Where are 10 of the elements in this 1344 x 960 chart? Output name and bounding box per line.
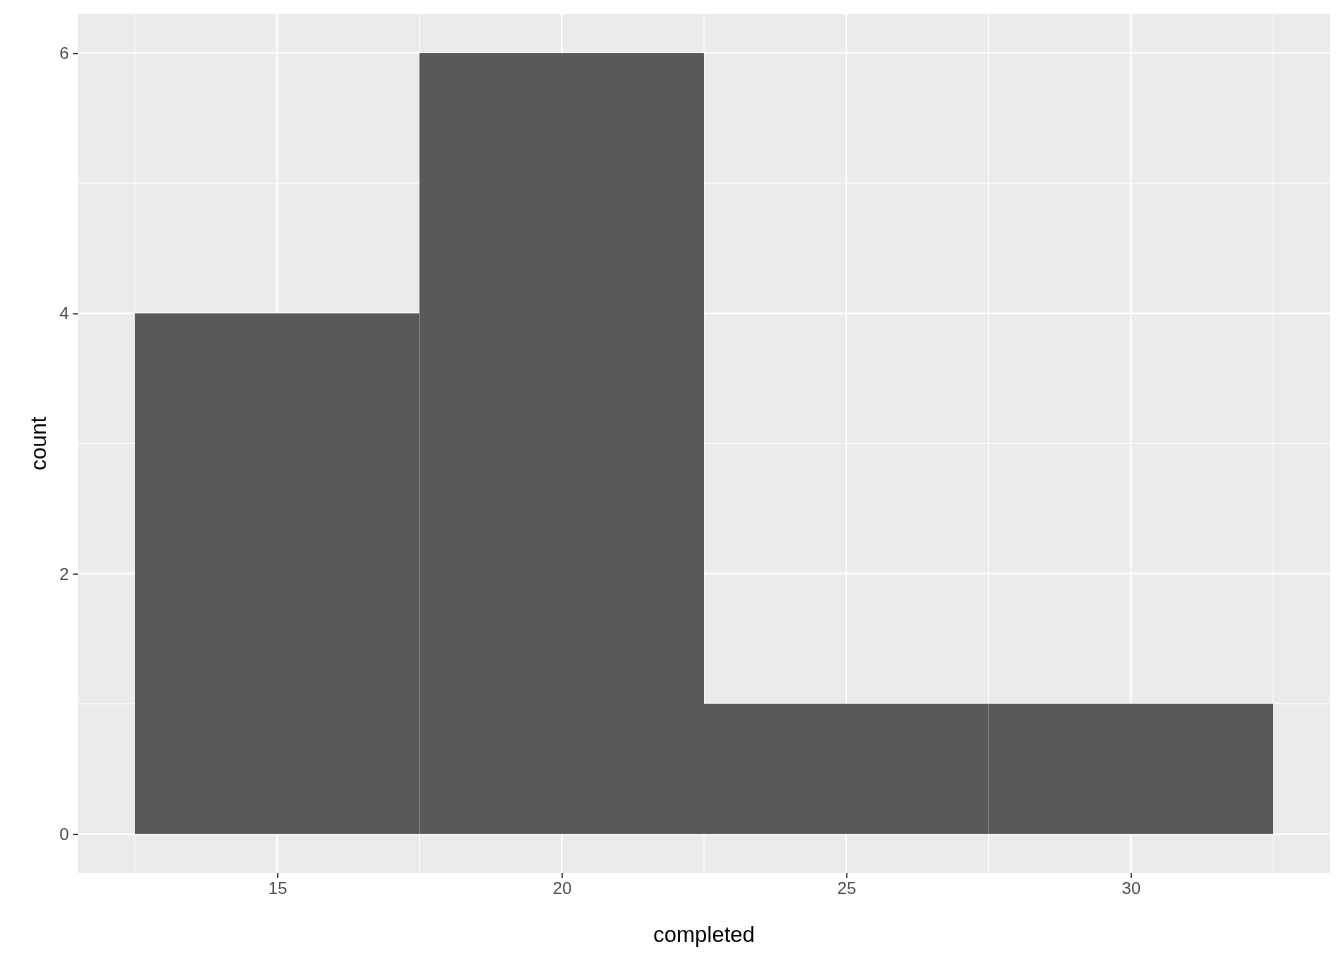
x-tick-label: 25	[837, 879, 857, 899]
x-tick-label: 20	[552, 879, 572, 899]
x-tick-label: 15	[268, 879, 288, 899]
x-axis-title: completed	[653, 922, 755, 947]
y-axis-title: count	[26, 416, 51, 471]
y-tick-label: 6	[59, 43, 69, 63]
y-tick-label: 4	[59, 304, 69, 324]
y-tick-label: 0	[59, 824, 69, 844]
y-tick-label: 2	[59, 564, 69, 584]
x-tick-label: 30	[1121, 879, 1141, 899]
